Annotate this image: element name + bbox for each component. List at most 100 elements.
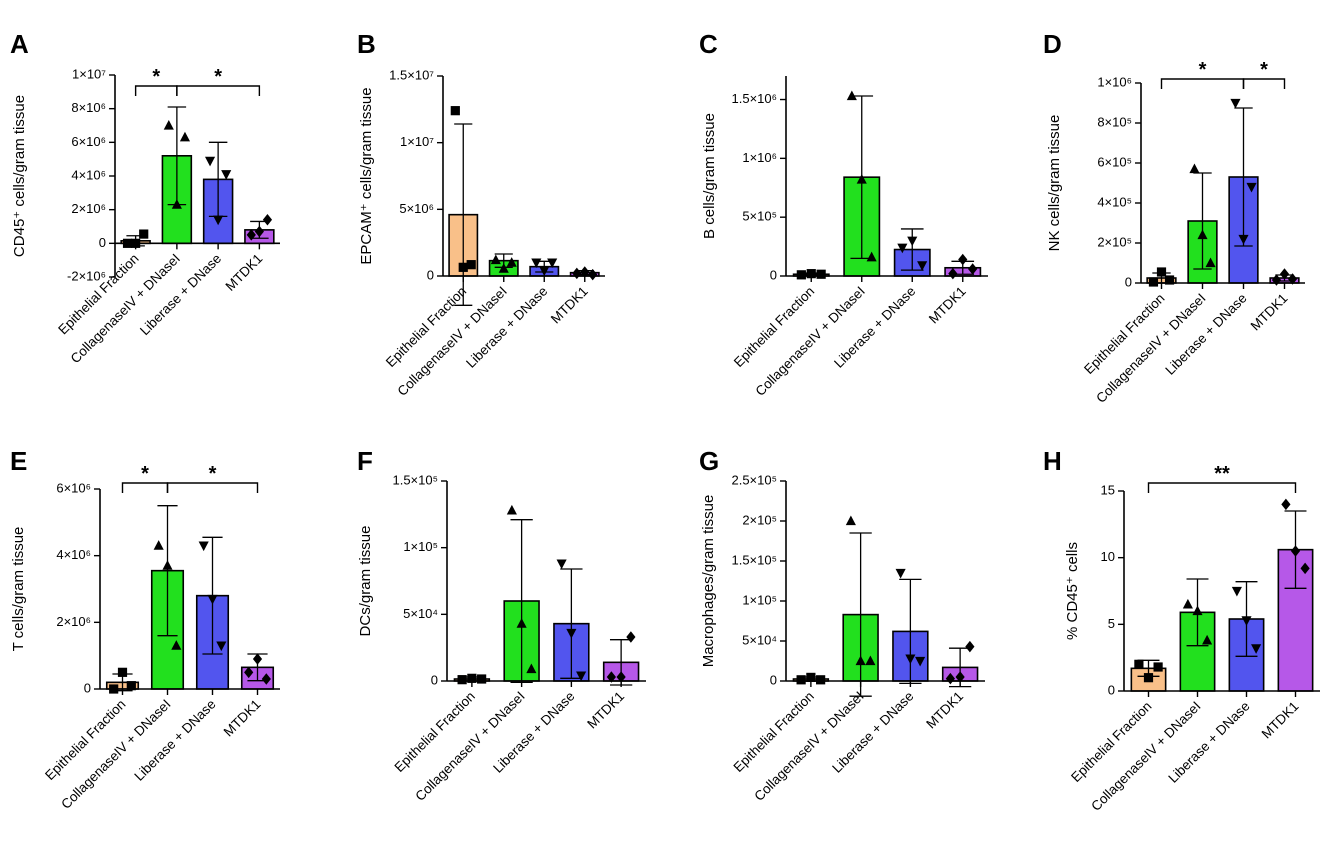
- y-tick-label: 1×10⁷: [400, 134, 434, 149]
- y-tick-label: 5×10⁴: [742, 632, 777, 647]
- significance-label: *: [141, 463, 149, 485]
- data-point: [845, 515, 856, 526]
- data-point: [1205, 257, 1216, 268]
- data-point: [626, 631, 636, 643]
- error-bar-3: [900, 228, 924, 271]
- data-point: [1202, 634, 1213, 645]
- x-category-label: MTDK1: [223, 251, 266, 294]
- y-tick-label: 0: [427, 267, 434, 282]
- panel-d: D NK cells/gram tissue 0 2×10⁵ 4×10⁵ 6×10⁵ 8×1…: [1043, 29, 1305, 406]
- data-point: [566, 628, 577, 639]
- data-point: [1246, 182, 1257, 193]
- x-category-label: MTDK1: [1259, 699, 1302, 742]
- panel-a: A CD45⁺ cells/gram tissue -2×10⁶ 0 2×10⁶ 4×10…: [10, 29, 280, 366]
- y-tick-label: 1.5×10⁵: [392, 472, 438, 487]
- data-point: [915, 656, 926, 667]
- panel-e: E T cells/gram tissue 0 2×10⁶ 4×10⁶ 6×10⁶ Epit…: [10, 446, 280, 812]
- data-point: [490, 254, 501, 265]
- y-tick-label: 0: [770, 267, 777, 282]
- y-tick-label: 2×10⁵: [742, 512, 777, 527]
- data-point: [153, 540, 164, 550]
- y-tick-label: 6×10⁵: [1097, 154, 1132, 169]
- data-point: [526, 663, 537, 674]
- data-point: [1164, 275, 1175, 285]
- data-point: [467, 673, 477, 683]
- data-point: [907, 236, 918, 247]
- y-tick-label: 2×10⁵: [1097, 234, 1132, 249]
- x-category-label: MTDK1: [584, 689, 627, 732]
- x-category-label: Epithelial Fraction: [392, 689, 478, 775]
- x-category-label: MTDK1: [923, 689, 966, 732]
- panel-letter: E: [10, 446, 27, 476]
- y-tick-label: 1.5×10⁶: [732, 91, 777, 106]
- data-point: [1231, 586, 1242, 597]
- error-bar-3: [560, 568, 583, 679]
- data-point: [1134, 659, 1144, 669]
- data-point: [506, 504, 517, 515]
- data-point: [905, 654, 916, 665]
- data-point: [221, 170, 232, 180]
- data-point: [198, 541, 209, 552]
- data-point: [955, 671, 965, 683]
- significance-label: *: [1260, 59, 1268, 81]
- significance-bracket: [1242, 78, 1286, 89]
- data-point: [216, 641, 227, 652]
- data-point: [855, 655, 866, 666]
- data-point: [1156, 267, 1167, 277]
- significance-bracket: [176, 85, 261, 96]
- y-tick-label: 10: [1101, 549, 1115, 564]
- significance-label: **: [1214, 463, 1230, 485]
- data-point: [261, 673, 271, 685]
- data-point: [506, 257, 517, 267]
- y-axis-label: DCs/gram tissue: [357, 526, 374, 637]
- data-point: [262, 214, 273, 226]
- error-bar-2: [157, 505, 178, 637]
- y-tick-label: 5×10⁴: [403, 606, 438, 621]
- data-point: [1287, 273, 1298, 285]
- y-tick-label: 15: [1101, 482, 1115, 497]
- y-tick-label: 5×10⁵: [742, 209, 777, 224]
- data-point: [1290, 545, 1301, 557]
- panel-letter: A: [10, 29, 29, 59]
- y-tick-label: 0: [431, 672, 438, 687]
- panel-b: B EPCAM⁺ cells/gram tissue 0 5×10⁶ 1×10⁷ 1.5×…: [357, 29, 605, 399]
- y-tick-label: 1×10⁵: [742, 592, 777, 607]
- y-tick-label: 4×10⁵: [1097, 194, 1132, 209]
- data-point: [516, 618, 527, 628]
- significance-label: *: [209, 463, 217, 485]
- y-tick-label: 1×10⁶: [742, 150, 777, 165]
- data-point: [588, 268, 598, 281]
- y-tick-label: 5: [1108, 616, 1115, 631]
- x-category-label: MTDK1: [1248, 291, 1291, 334]
- panel-f: F DCs/gram tissue 0 5×10⁴ 1×10⁵ 1.5×10⁵ Epithe…: [357, 446, 646, 804]
- data-point: [796, 270, 806, 280]
- data-point: [539, 266, 550, 277]
- y-tick-label: 5×10⁶: [399, 201, 434, 216]
- y-tick-label: 2×10⁶: [56, 614, 91, 629]
- data-point: [1192, 605, 1203, 616]
- y-tick-label: -2×10⁶: [67, 268, 106, 283]
- data-point: [865, 655, 876, 666]
- data-point: [244, 666, 254, 679]
- data-point: [117, 667, 128, 677]
- y-tick-label: 6×10⁶: [71, 134, 106, 149]
- data-point: [1271, 274, 1282, 286]
- data-point: [580, 266, 590, 278]
- data-point: [252, 653, 263, 665]
- data-point: [450, 106, 460, 116]
- data-point: [958, 253, 968, 266]
- data-point: [1182, 598, 1193, 609]
- error-bar-1: [454, 123, 473, 306]
- y-axis-label: EPCAM⁺ cells/gram tissue: [358, 87, 375, 264]
- data-point: [856, 174, 867, 184]
- data-point: [126, 681, 136, 691]
- y-tick-label: 1×10⁵: [403, 539, 438, 554]
- data-point: [616, 671, 626, 683]
- data-point: [457, 675, 467, 685]
- data-point: [606, 671, 616, 683]
- data-point: [576, 671, 587, 682]
- y-tick-label: 1.5×10⁵: [731, 552, 777, 567]
- data-point: [1153, 662, 1163, 672]
- x-category-label: Epithelial Fraction: [42, 697, 128, 783]
- y-axis-label: % CD45⁺ cells: [1064, 542, 1081, 640]
